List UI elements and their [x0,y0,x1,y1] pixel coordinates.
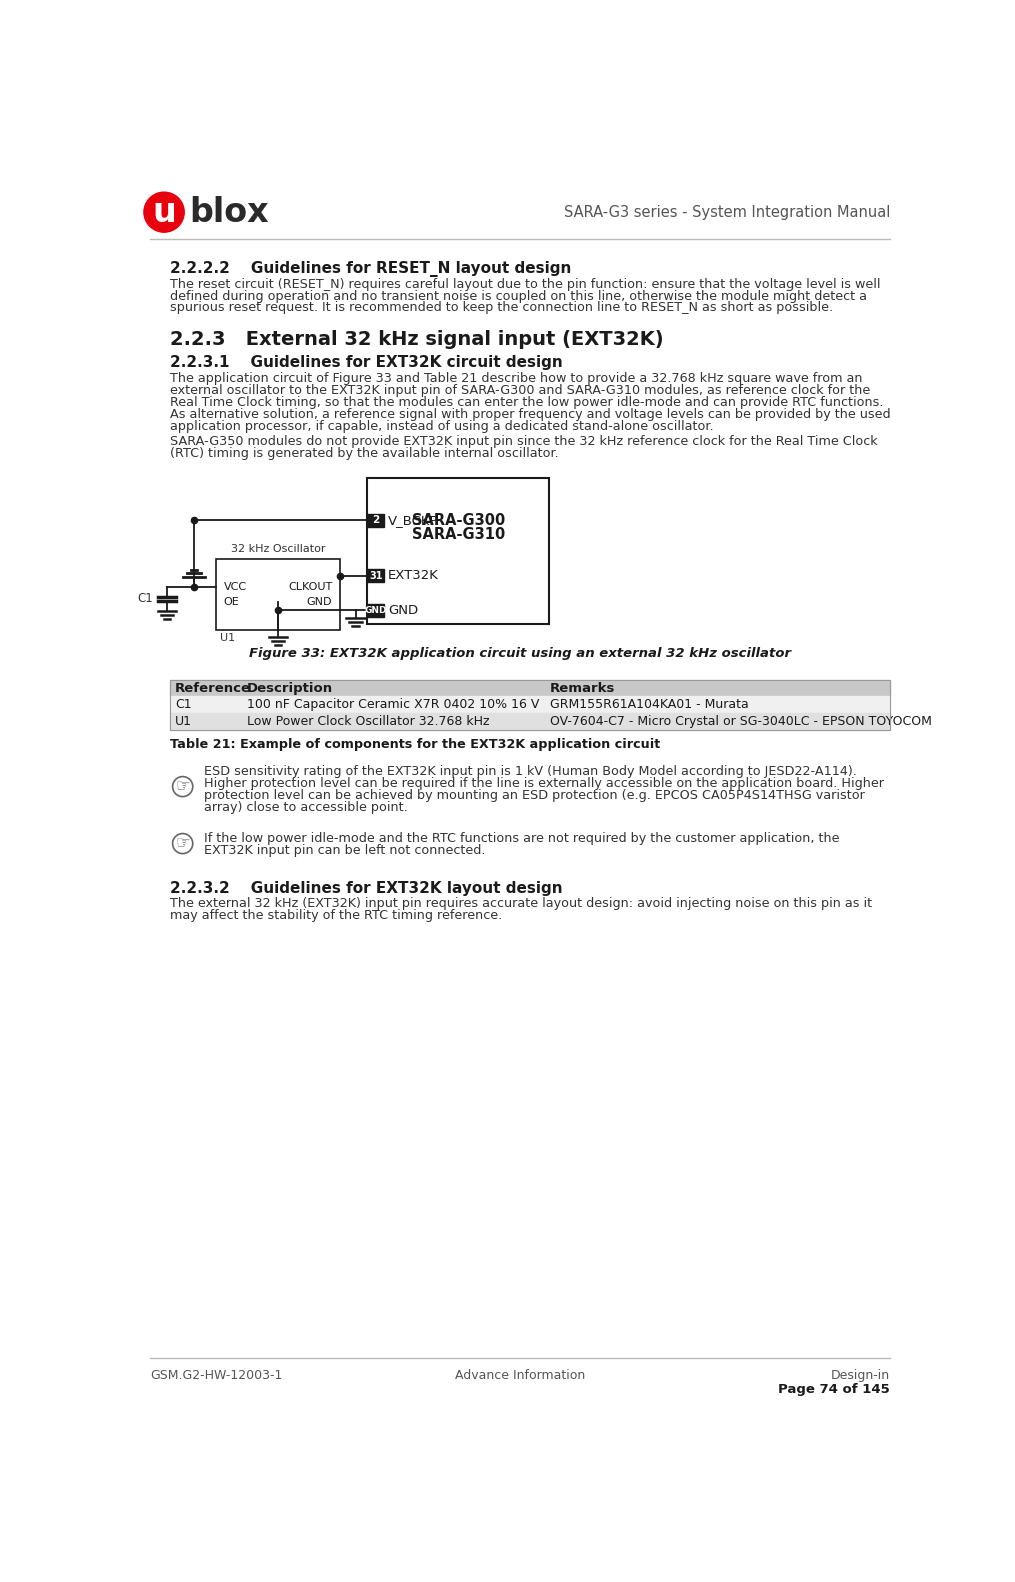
Text: 2.2.2.2    Guidelines for RESET_N layout design: 2.2.2.2 Guidelines for RESET_N layout de… [170,261,570,277]
Text: The reset circuit (RESET_N) requires careful layout due to the pin function: ens: The reset circuit (RESET_N) requires car… [170,277,880,291]
Text: GND: GND [388,604,418,617]
Text: Remarks: Remarks [550,682,615,694]
Text: 2.2.3.2    Guidelines for EXT32K layout design: 2.2.3.2 Guidelines for EXT32K layout des… [170,881,562,895]
Text: SARA-G300: SARA-G300 [411,513,504,528]
Bar [367,604,384,617]
Bar [367,570,384,582]
Text: V_BCKP: V_BCKP [388,514,438,527]
Bar [216,558,340,630]
Circle shape [144,191,185,233]
Bar [367,478,549,625]
Text: OE: OE [223,596,240,607]
Text: 2.2.3   External 32 kHz signal input (EXT32K): 2.2.3 External 32 kHz signal input (EXT3… [170,331,663,350]
Text: GND: GND [364,606,387,615]
Text: Advance Information: Advance Information [455,1370,585,1383]
Text: Low Power Clock Oscillator 32.768 kHz: Low Power Clock Oscillator 32.768 kHz [247,715,489,728]
Text: EXT32K: EXT32K [388,570,438,582]
Bar [170,696,890,713]
Text: If the low power idle-mode and the RTC functions are not required by the custome: If the low power idle-mode and the RTC f… [204,832,839,845]
Text: SARA-G350 modules do not provide EXT32K input pin since the 32 kHz reference clo: SARA-G350 modules do not provide EXT32K … [170,435,877,448]
Text: C1: C1 [137,592,153,606]
Text: Higher protection level can be required if the line is externally accessible on : Higher protection level can be required … [204,777,884,789]
Text: 32 kHz Oscillator: 32 kHz Oscillator [230,544,325,554]
Text: CLKOUT: CLKOUT [288,582,332,592]
Text: ☞: ☞ [176,835,190,853]
Text: protection level can be achieved by mounting an ESD protection (e.g. EPCOS CA05P: protection level can be achieved by moun… [204,789,865,802]
Text: application processor, if capable, instead of using a dedicated stand-alone osci: application processor, if capable, inste… [170,419,714,433]
Bar [170,680,890,731]
Text: As alternative solution, a reference signal with proper frequency and voltage le: As alternative solution, a reference sig… [170,408,890,421]
Bar [170,713,890,731]
Text: spurious reset request. It is recommended to keep the connection line to RESET_N: spurious reset request. It is recommende… [170,302,832,315]
Text: OV-7604-C7 - Micro Crystal or SG-3040LC - EPSON TOYOCOM: OV-7604-C7 - Micro Crystal or SG-3040LC … [550,715,932,728]
Text: ESD sensitivity rating of the EXT32K input pin is 1 kV (Human Body Model accordi: ESD sensitivity rating of the EXT32K inp… [204,766,858,778]
Bar [367,514,384,527]
Text: SARA-G310: SARA-G310 [411,527,504,541]
Text: Description: Description [247,682,333,694]
Text: Figure 33: EXT32K application circuit using an external 32 kHz oscillator: Figure 33: EXT32K application circuit us… [249,647,791,660]
Text: GND: GND [307,596,332,607]
Text: U1: U1 [220,633,235,642]
Text: 100 nF Capacitor Ceramic X7R 0402 10% 16 V: 100 nF Capacitor Ceramic X7R 0402 10% 16… [247,699,539,712]
Bar [170,680,890,696]
Text: GSM.G2-HW-12003-1: GSM.G2-HW-12003-1 [150,1370,282,1383]
Text: ☞: ☞ [176,778,190,796]
Text: array) close to accessible point.: array) close to accessible point. [204,800,408,813]
Text: Page 74 of 145: Page 74 of 145 [779,1383,890,1397]
Text: may affect the stability of the RTC timing reference.: may affect the stability of the RTC timi… [170,910,501,922]
Text: C1: C1 [175,699,192,712]
Text: Table 21: Example of components for the EXT32K application circuit: Table 21: Example of components for the … [170,739,660,751]
Text: 2.2.3.1    Guidelines for EXT32K circuit design: 2.2.3.1 Guidelines for EXT32K circuit de… [170,354,562,370]
Text: u: u [152,196,176,229]
Text: EXT32K input pin can be left not connected.: EXT32K input pin can be left not connect… [204,843,486,857]
Text: 31: 31 [368,571,383,581]
Text: defined during operation and no transient noise is coupled on this line, otherwi: defined during operation and no transien… [170,290,867,302]
Text: GRM155R61A104KA01 - Murata: GRM155R61A104KA01 - Murata [550,699,748,712]
Text: (RTC) timing is generated by the available internal oscillator.: (RTC) timing is generated by the availab… [170,446,558,460]
Text: blox: blox [189,196,269,229]
Text: The external 32 kHz (EXT32K) input pin requires accurate layout design: avoid in: The external 32 kHz (EXT32K) input pin r… [170,897,872,911]
Text: external oscillator to the EXT32K input pin of SARA-G300 and SARA-G310 modules, : external oscillator to the EXT32K input … [170,384,870,397]
Text: Reference: Reference [175,682,251,694]
Text: Design-in: Design-in [831,1370,890,1383]
Text: SARA-G3 series - System Integration Manual: SARA-G3 series - System Integration Manu… [564,204,890,220]
Text: The application circuit of Figure 33 and Table 21 describe how to provide a 32.7: The application circuit of Figure 33 and… [170,372,862,384]
Text: VCC: VCC [223,582,247,592]
Text: Real Time Clock timing, so that the modules can enter the low power idle-mode an: Real Time Clock timing, so that the modu… [170,396,883,408]
Text: U1: U1 [175,715,192,728]
Text: 2: 2 [373,516,380,525]
